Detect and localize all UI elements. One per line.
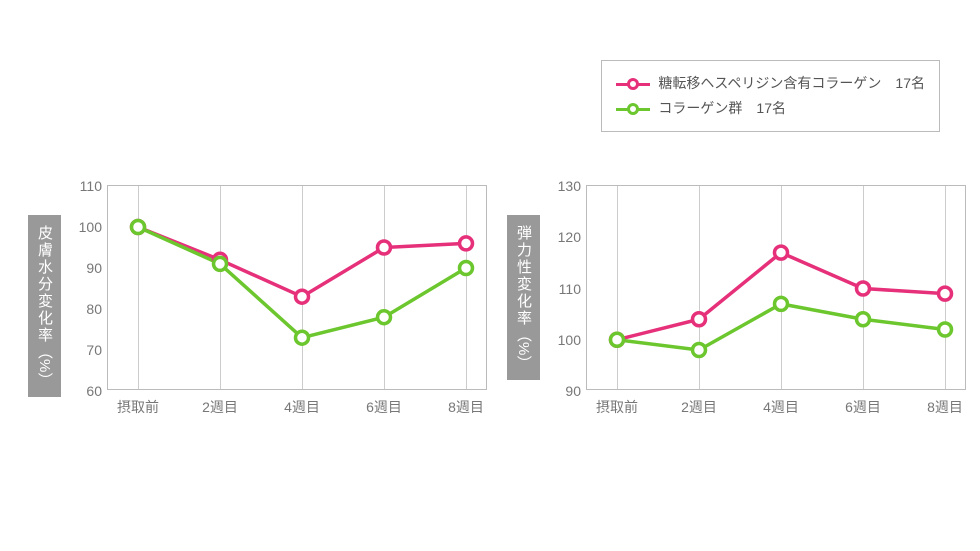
- y-tick-label: 60: [68, 383, 108, 399]
- charts-container: 皮膚水分変化率（%） 60708090100110摂取前2週目4週目6週目8週目弾…: [28, 185, 966, 397]
- y-tick-label: 100: [68, 219, 108, 235]
- data-point: [132, 221, 145, 234]
- data-point: [460, 237, 473, 250]
- data-point: [378, 311, 391, 324]
- series-svg: [587, 186, 967, 391]
- data-point: [857, 282, 870, 295]
- series-line: [138, 227, 466, 297]
- data-point: [693, 313, 706, 326]
- y-tick-label: 130: [547, 178, 587, 194]
- y-tick-label: 110: [547, 281, 587, 297]
- plot-area: 90100110120130摂取前2週目4週目6週目8週目: [586, 185, 966, 390]
- data-point: [939, 323, 952, 336]
- data-point: [693, 344, 706, 357]
- y-axis-label: 皮膚水分変化率（%）: [28, 215, 61, 397]
- y-tick-label: 110: [68, 178, 108, 194]
- legend: 糖転移ヘスペリジン含有コラーゲン 17名コラーゲン群 17名: [601, 60, 940, 132]
- legend-row: コラーゲン群 17名: [616, 96, 925, 121]
- x-tick-label: 摂取前: [596, 389, 638, 417]
- x-tick-label: 摂取前: [117, 389, 159, 417]
- data-point: [296, 331, 309, 344]
- data-point: [611, 333, 624, 346]
- data-point: [775, 297, 788, 310]
- data-point: [214, 257, 227, 270]
- data-point: [775, 246, 788, 259]
- chart: 弾力性変化率（%） 90100110120130摂取前2週目4週目6週目8週目: [507, 185, 966, 397]
- x-tick-label: 4週目: [763, 389, 799, 417]
- data-point: [378, 241, 391, 254]
- y-tick-label: 120: [547, 229, 587, 245]
- x-tick-label: 6週目: [366, 389, 402, 417]
- legend-marker-icon: [616, 77, 650, 91]
- data-point: [939, 287, 952, 300]
- legend-label: コラーゲン群 17名: [658, 96, 786, 121]
- x-tick-label: 2週目: [202, 389, 238, 417]
- data-point: [857, 313, 870, 326]
- y-axis-label: 弾力性変化率（%）: [507, 215, 540, 380]
- legend-label: 糖転移ヘスペリジン含有コラーゲン 17名: [658, 71, 925, 96]
- series-svg: [108, 186, 488, 391]
- y-tick-label: 100: [547, 332, 587, 348]
- x-tick-label: 8週目: [448, 389, 484, 417]
- series-line: [138, 227, 466, 338]
- legend-marker-icon: [616, 102, 650, 116]
- x-tick-label: 6週目: [845, 389, 881, 417]
- y-tick-label: 90: [547, 383, 587, 399]
- x-tick-label: 8週目: [927, 389, 963, 417]
- y-tick-label: 80: [68, 301, 108, 317]
- data-point: [460, 262, 473, 275]
- x-tick-label: 2週目: [681, 389, 717, 417]
- y-tick-label: 90: [68, 260, 108, 276]
- data-point: [296, 290, 309, 303]
- plot-area: 60708090100110摂取前2週目4週目6週目8週目: [107, 185, 487, 390]
- x-tick-label: 4週目: [284, 389, 320, 417]
- chart: 皮膚水分変化率（%） 60708090100110摂取前2週目4週目6週目8週目: [28, 185, 487, 397]
- legend-row: 糖転移ヘスペリジン含有コラーゲン 17名: [616, 71, 925, 96]
- y-tick-label: 70: [68, 342, 108, 358]
